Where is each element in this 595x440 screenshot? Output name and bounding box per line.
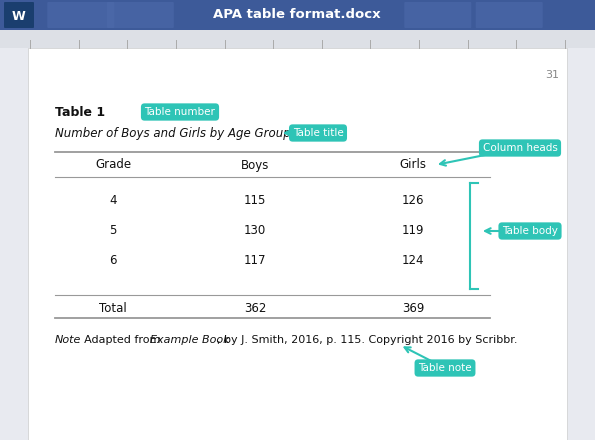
FancyBboxPatch shape bbox=[0, 30, 595, 48]
Text: 4: 4 bbox=[109, 194, 117, 208]
Text: Boys: Boys bbox=[241, 158, 269, 172]
Text: 362: 362 bbox=[244, 301, 266, 315]
Text: 115: 115 bbox=[244, 194, 266, 208]
Text: Note: Note bbox=[55, 335, 82, 345]
Text: 117: 117 bbox=[244, 254, 266, 268]
Text: 6: 6 bbox=[109, 254, 117, 268]
FancyBboxPatch shape bbox=[107, 2, 174, 28]
Text: Column heads: Column heads bbox=[483, 143, 558, 153]
Text: 124: 124 bbox=[402, 254, 424, 268]
Text: Table title: Table title bbox=[293, 128, 343, 138]
FancyBboxPatch shape bbox=[4, 2, 34, 28]
Text: Table note: Table note bbox=[418, 363, 472, 373]
Text: 🎓: 🎓 bbox=[45, 385, 59, 405]
FancyBboxPatch shape bbox=[47, 2, 114, 28]
Text: 369: 369 bbox=[402, 301, 424, 315]
Text: 126: 126 bbox=[402, 194, 424, 208]
Text: Table body: Table body bbox=[502, 226, 558, 236]
Text: 130: 130 bbox=[244, 224, 266, 238]
Text: W: W bbox=[12, 11, 26, 23]
Text: Number of Boys and Girls by Age Group: Number of Boys and Girls by Age Group bbox=[55, 126, 291, 139]
Text: Example Book: Example Book bbox=[150, 335, 230, 345]
FancyBboxPatch shape bbox=[475, 2, 543, 28]
FancyBboxPatch shape bbox=[404, 2, 471, 28]
Text: Grade: Grade bbox=[95, 158, 131, 172]
Text: 119: 119 bbox=[402, 224, 424, 238]
Text: 31: 31 bbox=[545, 70, 559, 80]
Text: Total: Total bbox=[99, 301, 127, 315]
Text: Table 1: Table 1 bbox=[55, 106, 105, 118]
Text: Girls: Girls bbox=[399, 158, 427, 172]
FancyBboxPatch shape bbox=[28, 48, 567, 440]
Text: . Adapted from: . Adapted from bbox=[77, 335, 164, 345]
Text: APA table format.docx: APA table format.docx bbox=[213, 8, 381, 22]
Text: , by J. Smith, 2016, p. 115. Copyright 2016 by Scribbr.: , by J. Smith, 2016, p. 115. Copyright 2… bbox=[217, 335, 518, 345]
Text: 5: 5 bbox=[109, 224, 117, 238]
Text: Scribbr: Scribbr bbox=[28, 414, 76, 426]
FancyBboxPatch shape bbox=[0, 0, 595, 30]
Text: Table number: Table number bbox=[145, 107, 215, 117]
